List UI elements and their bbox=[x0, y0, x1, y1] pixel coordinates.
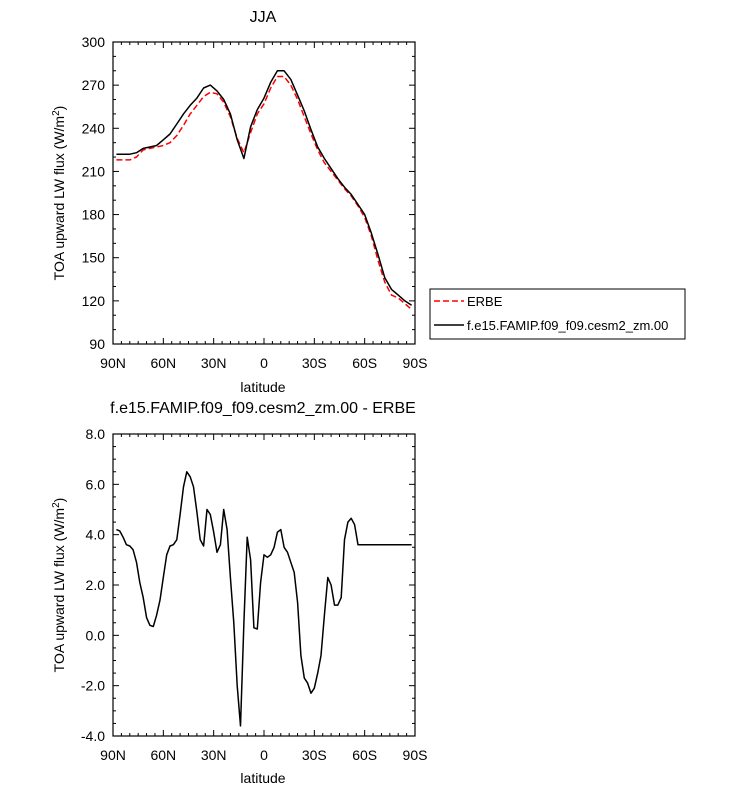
top-y-tick-label: 90 bbox=[89, 336, 105, 352]
bottom-panel: f.e15.FAMIP.f09_f09.cesm2_zm.00 - ERBE 9… bbox=[51, 400, 427, 786]
bottom-series-group bbox=[116, 471, 412, 727]
top-y-tick-label: 120 bbox=[82, 293, 106, 309]
bottom-x-axis-label: latitude bbox=[240, 770, 285, 786]
top-y-axis-label: TOA upward LW flux (W/m2) bbox=[51, 106, 67, 281]
bottom-y-tick-label: 8.0 bbox=[86, 426, 106, 442]
bottom-chart-title: f.e15.FAMIP.f09_f09.cesm2_zm.00 - ERBE bbox=[110, 400, 416, 417]
bottom-x-tick-label: 60S bbox=[352, 747, 377, 763]
bottom-x-tick-label: 60N bbox=[150, 747, 176, 763]
bottom-y-tick-label: 4.0 bbox=[86, 527, 106, 543]
top-y-tick-labels: 90 120 150 180 210 240 270 300 bbox=[82, 34, 106, 352]
top-x-tick-labels: 90N 60N 30N 0 30S 60S 90S bbox=[100, 355, 427, 371]
top-chart-title: JJA bbox=[250, 9, 277, 26]
bottom-y-tick-labels: -4.0 -2.0 0.0 2.0 4.0 6.0 8.0 bbox=[81, 426, 105, 744]
top-y-axis-label-sup: 2 bbox=[51, 110, 62, 116]
legend-box bbox=[429, 288, 686, 340]
bottom-x-tick-label: 0 bbox=[260, 747, 268, 763]
bottom-y-tick-label: -4.0 bbox=[81, 728, 105, 744]
bottom-axis-ticks bbox=[112, 433, 416, 737]
bottom-y-axis-label-close: ) bbox=[51, 498, 67, 503]
bottom-y-tick-label: 6.0 bbox=[86, 476, 106, 492]
bottom-x-tick-label: 30S bbox=[302, 747, 327, 763]
top-x-tick-label: 30S bbox=[302, 355, 327, 371]
legend-label-erbe: ERBE bbox=[467, 294, 503, 309]
legend-label-model: f.e15.FAMIP.f09_f09.cesm2_zm.00 bbox=[467, 318, 668, 333]
top-y-tick-label: 180 bbox=[82, 207, 106, 223]
bottom-x-tick-label: 30N bbox=[201, 747, 227, 763]
bottom-x-tick-label: 90N bbox=[100, 747, 126, 763]
bottom-y-tick-label: 2.0 bbox=[86, 577, 106, 593]
legend: ERBE f.e15.FAMIP.f09_f09.cesm2_zm.00 bbox=[429, 288, 686, 340]
top-y-tick-label: 150 bbox=[82, 250, 106, 266]
top-x-tick-label: 90S bbox=[403, 355, 428, 371]
top-plot-frame bbox=[112, 41, 416, 345]
top-x-tick-label: 60N bbox=[150, 355, 176, 371]
top-series-group bbox=[116, 70, 413, 311]
bottom-y-axis-label-main: TOA upward LW flux (W/m bbox=[51, 508, 67, 672]
bottom-x-tick-labels: 90N 60N 30N 0 30S 60S 90S bbox=[100, 747, 427, 763]
bottom-plot-frame bbox=[112, 433, 416, 737]
top-x-tick-label: 0 bbox=[260, 355, 268, 371]
top-y-axis-label-main: TOA upward LW flux (W/m bbox=[51, 116, 67, 280]
top-y-tick-label: 300 bbox=[82, 34, 106, 50]
top-x-tick-label: 90N bbox=[100, 355, 126, 371]
series-line-erbe bbox=[116, 75, 413, 311]
bottom-y-axis-label-sup: 2 bbox=[51, 502, 62, 508]
bottom-y-tick-label: 0.0 bbox=[86, 627, 106, 643]
bottom-y-tick-label: -2.0 bbox=[81, 678, 105, 694]
top-y-axis-label-close: ) bbox=[51, 106, 67, 111]
series-line-model bbox=[116, 70, 413, 306]
top-y-tick-label: 270 bbox=[82, 77, 106, 93]
top-x-tick-label: 60S bbox=[352, 355, 377, 371]
top-x-axis-label: latitude bbox=[240, 379, 285, 395]
top-axis-ticks bbox=[112, 41, 416, 345]
series-line-difference bbox=[116, 471, 412, 727]
top-x-tick-label: 30N bbox=[201, 355, 227, 371]
top-panel: JJA 90N 60N 30N 0 30S 60S 90S 90 120 150 180 210 24… bbox=[51, 9, 427, 395]
top-y-tick-label: 210 bbox=[82, 163, 106, 179]
top-y-tick-label: 240 bbox=[82, 120, 106, 136]
bottom-y-axis-label: TOA upward LW flux (W/m2) bbox=[51, 498, 67, 673]
bottom-x-tick-label: 90S bbox=[403, 747, 428, 763]
